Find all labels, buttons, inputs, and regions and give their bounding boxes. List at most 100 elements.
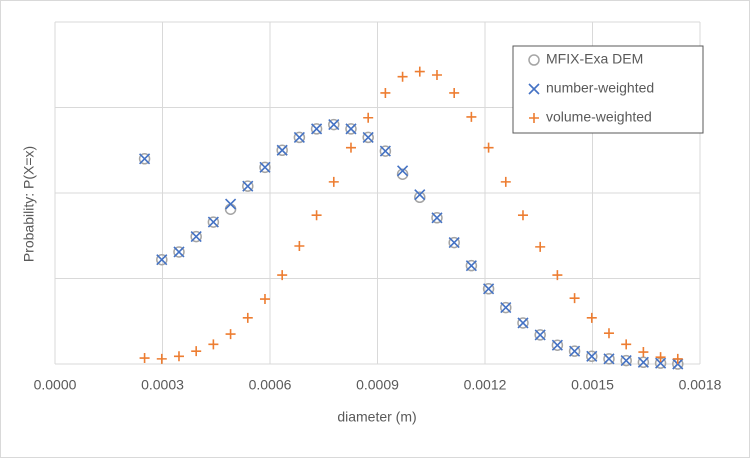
marker-plus — [139, 353, 150, 364]
marker-x — [483, 283, 495, 295]
marker-x — [414, 189, 426, 201]
marker-circle — [345, 123, 357, 135]
marker-circle — [293, 131, 306, 144]
marker-circle — [568, 345, 581, 357]
legend-label: volume-weighted — [546, 109, 652, 125]
marker-x — [328, 119, 340, 131]
marker-circle — [534, 329, 546, 341]
marker-plus — [638, 347, 649, 358]
marker-plus — [380, 87, 391, 98]
marker-circle — [328, 118, 340, 131]
x-tick-label: 0.0000 — [34, 377, 77, 393]
marker-x — [672, 358, 684, 370]
marker-x — [551, 339, 563, 351]
marker-x — [528, 83, 540, 95]
marker-x — [534, 329, 546, 341]
x-tick-label: 0.0012 — [464, 377, 507, 393]
marker-circle — [586, 350, 598, 363]
marker-x — [603, 353, 615, 365]
marker-plus — [259, 294, 270, 305]
marker-plus — [552, 270, 563, 281]
marker-circle — [517, 317, 529, 329]
marker-plus — [655, 352, 666, 363]
marker-circle — [448, 236, 460, 249]
marker-x — [500, 302, 512, 314]
marker-plus — [483, 142, 494, 153]
marker-x — [379, 145, 391, 157]
marker-plus — [569, 293, 580, 304]
marker-circle — [396, 168, 409, 180]
marker-circle — [551, 339, 564, 351]
x-tick-label: 0.0003 — [141, 377, 184, 393]
marker-x — [655, 357, 667, 369]
marker-x — [431, 212, 443, 224]
marker-x — [225, 198, 237, 210]
marker-x — [207, 216, 219, 228]
marker-x — [259, 161, 271, 173]
legend-label: MFIX-Exa DEM — [546, 51, 643, 67]
marker-circle — [500, 301, 512, 314]
marker-x — [620, 355, 632, 367]
marker-x — [345, 123, 357, 135]
marker-plus — [363, 112, 374, 123]
x-tick-label: 0.0006 — [249, 377, 292, 393]
marker-plus — [466, 111, 477, 122]
marker-x — [448, 237, 460, 249]
marker-x — [362, 131, 374, 143]
marker-plus — [431, 70, 442, 81]
marker-plus — [449, 87, 460, 98]
marker-circle — [465, 259, 478, 272]
marker-circle — [190, 230, 202, 243]
marker-plus — [242, 312, 253, 323]
marker-x — [139, 153, 151, 165]
marker-plus — [529, 113, 539, 123]
marker-plus — [191, 346, 202, 357]
marker-plus — [311, 210, 322, 221]
marker-x — [569, 345, 581, 357]
marker-circle — [603, 353, 615, 365]
marker-plus — [535, 241, 546, 252]
marker-circle — [482, 283, 495, 295]
marker-x — [190, 231, 202, 243]
marker-circle — [207, 216, 220, 228]
x-tick-label: 0.0009 — [356, 377, 399, 393]
marker-x — [242, 180, 254, 192]
marker-x — [517, 317, 529, 329]
marker-circle — [528, 54, 540, 66]
marker-circle — [379, 145, 392, 157]
marker-x — [586, 350, 598, 362]
marker-plus — [328, 176, 339, 187]
marker-plus — [672, 353, 683, 364]
marker-plus — [621, 339, 632, 350]
marker-x — [637, 356, 649, 368]
marker-plus — [156, 353, 167, 364]
marker-circle — [259, 161, 271, 174]
marker-plus — [397, 71, 408, 82]
marker-x — [173, 246, 185, 258]
marker-plus — [173, 351, 184, 362]
marker-circle — [362, 131, 374, 144]
marker-plus — [500, 176, 511, 187]
marker-x — [465, 260, 477, 272]
y-axis-label: Probability: P(X=x) — [21, 146, 37, 262]
marker-plus — [294, 241, 305, 252]
legend-box — [512, 45, 704, 134]
marker-plus — [517, 210, 528, 221]
legend-label: number-weighted — [546, 80, 654, 96]
marker-plus — [208, 339, 219, 350]
marker-circle — [637, 356, 650, 369]
marker-plus — [414, 66, 425, 77]
marker-circle — [242, 180, 254, 192]
marker-circle — [310, 123, 323, 135]
marker-plus — [277, 270, 288, 281]
marker-circle — [156, 253, 168, 266]
marker-x — [397, 165, 409, 177]
marker-x — [311, 123, 323, 135]
marker-circle — [431, 212, 443, 224]
marker-circle — [620, 354, 632, 367]
marker-plus — [345, 142, 356, 153]
marker-plus — [603, 328, 614, 339]
marker-plus — [586, 312, 597, 323]
marker-x — [293, 131, 305, 143]
